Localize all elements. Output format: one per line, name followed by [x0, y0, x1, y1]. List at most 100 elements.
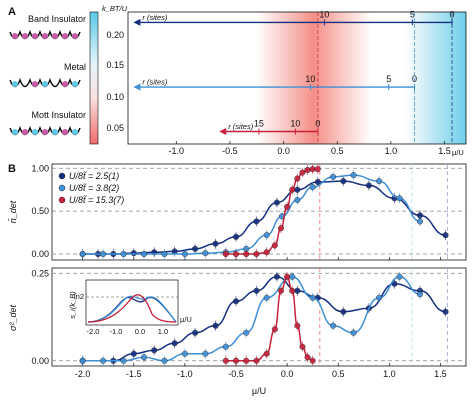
x-tick-label: -1.5: [126, 369, 142, 379]
trap-tick-label: 5: [410, 9, 415, 19]
panel-label-a: A: [8, 6, 16, 18]
data-point: [100, 357, 107, 364]
data-point: [161, 357, 168, 364]
colorbar-tick: 0.20: [106, 30, 124, 40]
data-point: [181, 350, 188, 357]
data-point: [232, 357, 240, 364]
data-point: [294, 196, 301, 204]
x-tick-label: -2.0: [75, 369, 91, 379]
inset-xtick: -1.0: [110, 327, 123, 336]
data-point: [120, 250, 127, 258]
data-point: [299, 169, 306, 176]
data-point: [140, 354, 148, 361]
data-point: [376, 294, 383, 301]
inset-xtick: -2.0: [87, 327, 100, 336]
colorbar-tick: 0.15: [106, 60, 124, 70]
trap-arrow-label: r (sites): [228, 122, 254, 131]
trap-tick-label: 10: [319, 9, 329, 19]
density-axes: [51, 163, 467, 261]
fit-curve: [225, 168, 318, 255]
data-point: [79, 357, 86, 364]
data-point: [330, 322, 337, 329]
x-tick-label: 0.5: [331, 146, 344, 156]
data-point: [222, 357, 229, 364]
legend-label: U/8t̃ = 3.8(2): [69, 182, 119, 193]
data-point: [284, 203, 291, 210]
inset-ytick: ln2: [74, 292, 84, 301]
data-point: [232, 250, 240, 258]
data-point: [161, 250, 168, 258]
data-point: [253, 250, 260, 258]
atoms-metal: [12, 81, 78, 87]
inset-axes: [85, 279, 179, 326]
data-point: [253, 218, 260, 225]
entropy-inset: s_i(k_B) ln2 -2.0 -1.0 0.0 1.0 μ/U: [68, 279, 192, 336]
colorbar-gradient: [89, 11, 99, 145]
data-point: [350, 329, 357, 336]
data-point: [330, 173, 337, 180]
data-point: [222, 343, 229, 350]
data-point: [243, 329, 250, 336]
data-point: [294, 322, 301, 329]
data-point: [289, 287, 296, 294]
data-point: [222, 250, 229, 258]
trap-arrowhead: [219, 127, 227, 135]
data-point: [442, 232, 449, 239]
data-point: [171, 340, 178, 347]
data-point: [309, 166, 316, 173]
data-point: [299, 343, 306, 350]
data-point: [192, 245, 199, 252]
data-point: [294, 175, 301, 182]
data-point: [284, 273, 291, 280]
trap-tick-label: 0: [412, 74, 417, 84]
x-tick-label: -1.0: [169, 146, 185, 156]
data-point: [273, 273, 280, 280]
trap-tick-label: 15: [254, 118, 264, 128]
variance-ylabel: σ²_det: [8, 305, 18, 331]
trap-arrowhead: [133, 18, 141, 26]
data-point: [212, 240, 219, 247]
panel-b-variance: 0.00 0.25 -2.0 -1.5 -1.0 -0.5 0.0 0.5 1.0 1.5: [31, 267, 467, 379]
colorbar-tick: 0.10: [106, 92, 124, 102]
data-point: [277, 287, 285, 294]
inset-xtick: 1.0: [158, 327, 168, 336]
phase-label-band-insulator: Band Insulator: [28, 14, 86, 24]
data-point: [350, 172, 357, 179]
data-point: [309, 294, 316, 301]
legend-label: U/8t̃ = 15.3(7): [69, 194, 124, 205]
legend-label: U/8t̃ = 2.5(1): [69, 170, 119, 181]
data-point: [232, 233, 240, 240]
data-point: [130, 250, 137, 257]
x-tick-label: 1.0: [385, 146, 398, 156]
phase-label-metal: Metal: [64, 62, 86, 72]
data-point: [289, 273, 296, 280]
data-point: [100, 250, 107, 258]
data-point: [273, 199, 280, 206]
inset-xlabel: μ/U: [180, 315, 192, 324]
data-point: [340, 178, 347, 185]
colorbar: k_BT/U 0.20 0.15 0.10 0.05: [89, 4, 128, 145]
x-tick-label: -0.5: [222, 146, 238, 156]
data-point: [130, 350, 137, 357]
legend-marker: [58, 172, 66, 180]
data-point: [263, 232, 270, 239]
data-point: [309, 357, 316, 364]
data-point: [212, 322, 219, 329]
inset-curve-red: [87, 294, 177, 323]
legend-marker: [58, 184, 66, 192]
y-tick-label: 0.25: [31, 268, 49, 278]
data-point: [232, 298, 240, 305]
data-point: [396, 273, 403, 280]
panel-a-heatmap: -1.0 -0.5 0.0 0.5 1.0 1.5 r (sites) 10 5 0 r (site…: [127, 9, 467, 156]
data-point: [365, 182, 372, 189]
data-point: [243, 357, 250, 364]
atoms-mott: [12, 129, 78, 135]
data-point: [253, 287, 260, 294]
x-tick-label: 1.0: [383, 369, 396, 379]
data-point: [140, 250, 148, 258]
atoms-band: [12, 33, 78, 39]
x-tick-label: 0.0: [281, 369, 294, 379]
data-point: [396, 195, 403, 202]
y-tick-label: 0.50: [31, 206, 49, 216]
